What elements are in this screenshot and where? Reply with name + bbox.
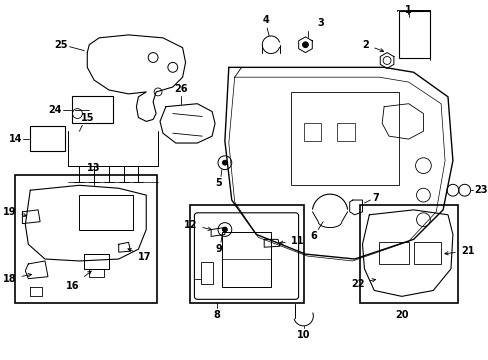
- Text: 4: 4: [262, 15, 269, 25]
- Bar: [71, 96, 113, 123]
- Bar: [15, 175, 157, 303]
- Bar: [303, 123, 321, 141]
- Text: 26: 26: [174, 84, 187, 94]
- Text: 3: 3: [317, 18, 324, 28]
- Text: 10: 10: [296, 330, 309, 340]
- Text: 24: 24: [48, 105, 61, 114]
- Text: 21: 21: [444, 246, 473, 256]
- Text: 1: 1: [405, 5, 411, 15]
- Text: 22: 22: [350, 279, 375, 289]
- Bar: [79, 195, 133, 230]
- Bar: [222, 233, 270, 287]
- Text: 16: 16: [66, 271, 91, 291]
- Bar: [336, 123, 354, 141]
- Bar: [398, 11, 429, 58]
- Bar: [413, 242, 440, 264]
- Circle shape: [302, 42, 308, 48]
- Text: 20: 20: [394, 310, 407, 320]
- Bar: [201, 262, 213, 284]
- Bar: [378, 242, 408, 264]
- Bar: [190, 205, 303, 303]
- Text: 18: 18: [3, 274, 31, 284]
- Text: 6: 6: [309, 231, 316, 242]
- Bar: [290, 92, 398, 185]
- Text: 9: 9: [215, 244, 222, 254]
- Text: 7: 7: [371, 193, 378, 203]
- Bar: [359, 205, 457, 303]
- Text: 17: 17: [128, 249, 152, 262]
- Text: 13: 13: [87, 163, 101, 174]
- Text: 11: 11: [279, 236, 304, 246]
- Text: 14: 14: [9, 134, 22, 144]
- Text: 12: 12: [183, 220, 211, 230]
- Text: 23: 23: [473, 185, 487, 195]
- Text: 8: 8: [213, 310, 220, 320]
- Text: 2: 2: [362, 40, 383, 52]
- Text: 25: 25: [54, 40, 67, 50]
- Text: 5: 5: [215, 179, 222, 188]
- Text: 15: 15: [81, 113, 95, 123]
- Text: 19: 19: [3, 207, 27, 217]
- Circle shape: [222, 227, 227, 232]
- Bar: [30, 126, 64, 151]
- Circle shape: [222, 160, 227, 165]
